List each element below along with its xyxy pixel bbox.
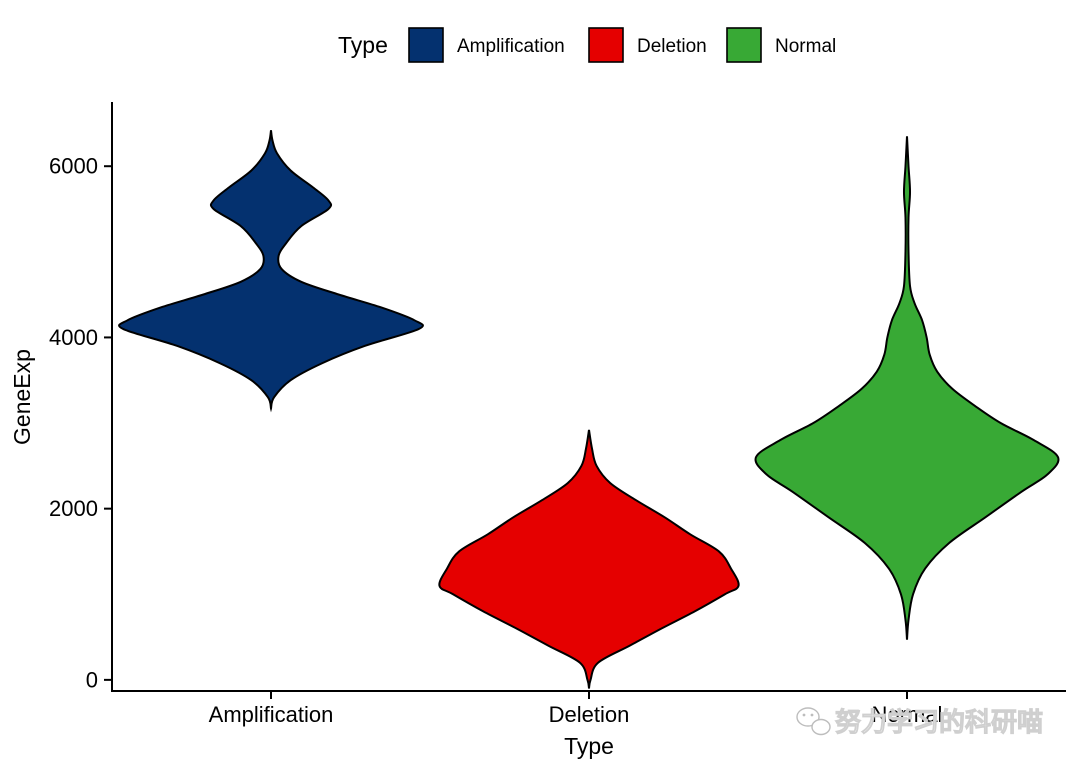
y-tick-label-4000: 4000 [49,325,98,350]
legend-label-deletion: Deletion [637,36,707,57]
legend-swatch-normal [726,27,762,63]
violin-normal [754,136,1060,640]
legend-swatch-amplification [408,27,444,63]
x-axis-title: Type [564,733,614,759]
violin-amplification [118,130,424,413]
y-tick-label-6000: 6000 [49,154,98,179]
legend-swatch-deletion [588,27,624,63]
x-tick-label-amplification: Amplification [209,702,334,727]
watermark: 努力学习的科研喵 [796,707,1043,737]
violins [118,130,1060,689]
x-ticks: Amplification Deletion Normal [209,691,943,727]
y-axis-title: GeneExp [9,349,35,445]
violin-deletion [438,429,740,689]
x-tick-label-deletion: Deletion [549,702,630,727]
y-tick-label-2000: 2000 [49,496,98,521]
watermark-text: 努力学习的科研喵 [835,707,1043,737]
legend: Type Amplification Deletion Normal [338,27,836,63]
y-ticks: 0 2000 4000 6000 [49,154,112,692]
wechat-icon [796,707,831,736]
y-tick-label-0: 0 [86,667,98,692]
x-tick-label-normal: Normal [872,702,943,727]
legend-title: Type [338,32,388,58]
legend-label-normal: Normal [775,36,836,57]
legend-label-amplification: Amplification [457,36,565,57]
